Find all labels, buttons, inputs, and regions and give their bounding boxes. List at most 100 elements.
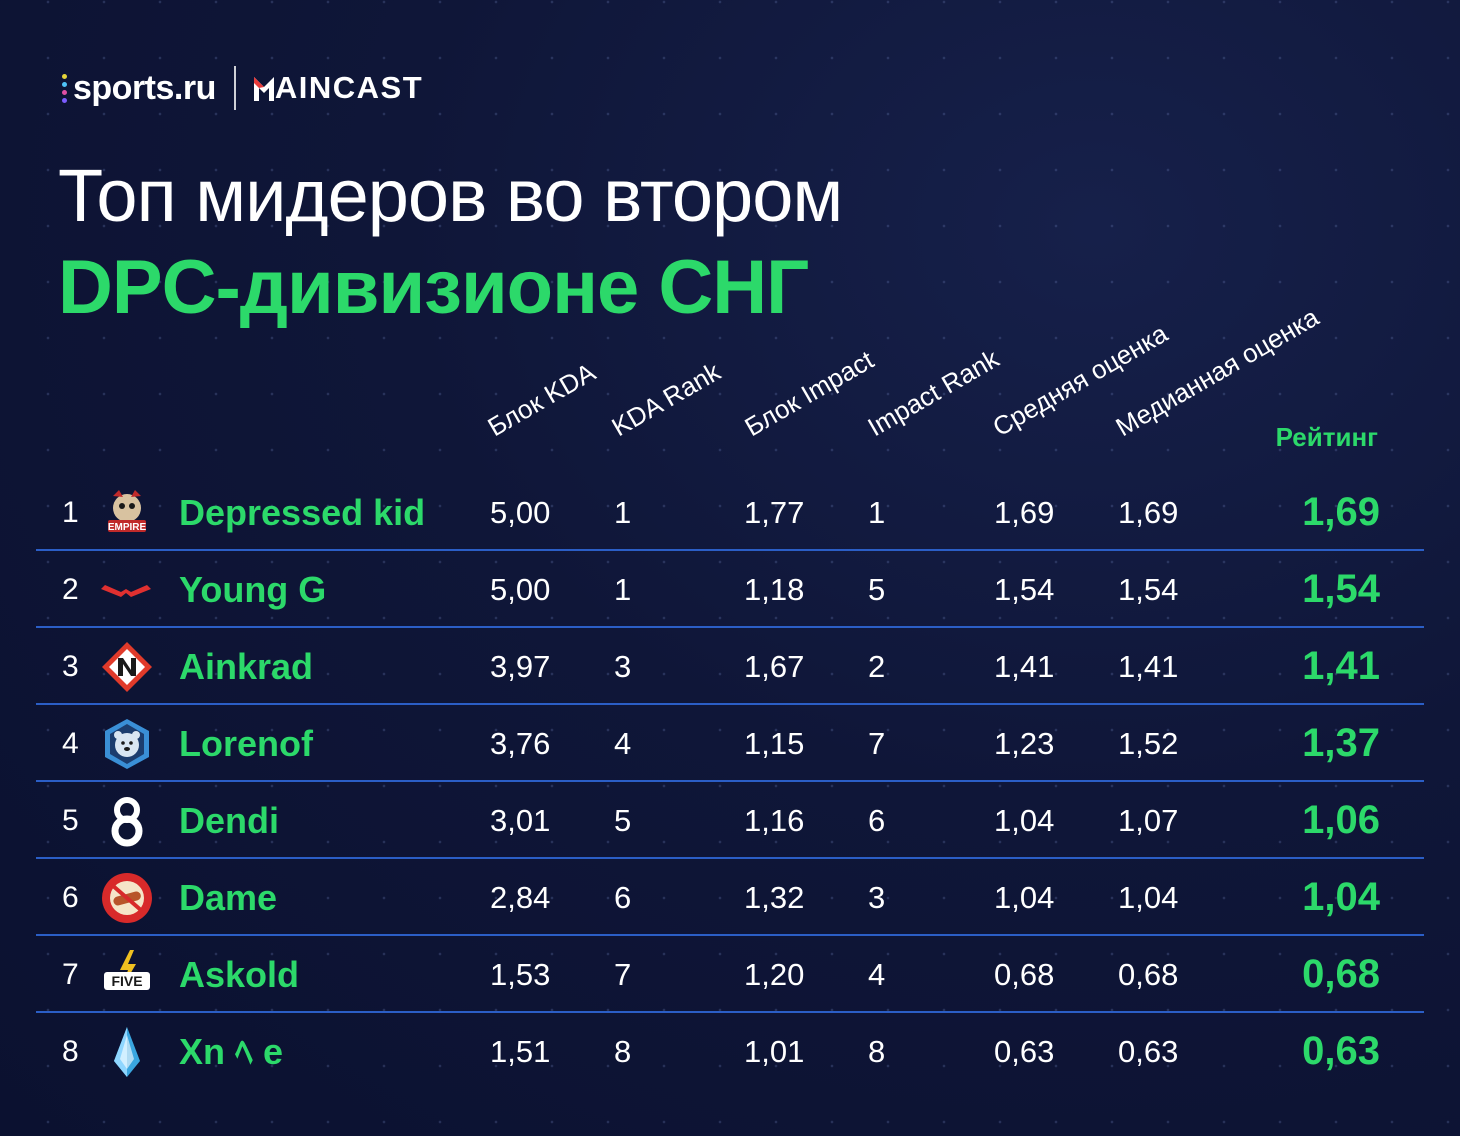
kda-rank-value: 1 — [614, 495, 632, 530]
average-score-value: 1,69 — [994, 495, 1055, 530]
table-row: 1 EMPIRE Depressed kid 5,00 1 1,77 1 1,6… — [36, 474, 1424, 551]
player-name: Askold — [179, 954, 300, 995]
crystal-logo-icon — [114, 1027, 140, 1077]
column-header-rating: Рейтинг — [1275, 422, 1378, 452]
table-row: 8 Xn ﾍ e 1,51 8 1,01 8 0,63 0,63 0,63 — [36, 1013, 1424, 1090]
impact-block-value: 1,15 — [744, 726, 805, 761]
average-score-value: 1,41 — [994, 649, 1055, 684]
average-score-value: 1,54 — [994, 572, 1055, 607]
rating-value: 1,06 — [1302, 798, 1380, 842]
nigma-logo-icon — [102, 642, 152, 692]
rating-value: 1,04 — [1302, 875, 1380, 919]
player-name: Depressed kid — [179, 492, 426, 533]
kda-block-value: 1,53 — [490, 957, 551, 992]
svg-text:EMPIRE: EMPIRE — [108, 522, 147, 533]
rating-value: 1,37 — [1302, 721, 1380, 765]
fantastic-five-logo-icon: FIVE — [104, 950, 150, 990]
impact-rank-value: 4 — [868, 957, 886, 992]
median-score-value: 1,41 — [1118, 649, 1179, 684]
kda-rank-value: 7 — [614, 957, 632, 992]
row-rank: 1 — [62, 496, 79, 529]
impact-block-value: 1,01 — [744, 1034, 805, 1069]
player-name: Dame — [179, 877, 278, 918]
page-title-line2: DPC-дивизионе СНГ — [58, 245, 809, 330]
svg-text:FIVE: FIVE — [111, 973, 142, 989]
kda-block-value: 3,97 — [490, 649, 551, 684]
average-score-value: 1,04 — [994, 803, 1055, 838]
column-header-impact-rank: Impact Rank — [862, 343, 1004, 443]
kda-rank-value: 3 — [614, 649, 632, 684]
maincast-logo-text: AINCAST — [274, 70, 424, 105]
average-score-value: 0,68 — [994, 957, 1055, 992]
kda-block-value: 3,01 — [490, 803, 551, 838]
table-row: 3 Ainkrad 3,97 3 1,67 2 1,41 1,41 1,41 — [36, 628, 1424, 705]
table-row: 7 FIVE Askold 1,53 7 1,20 4 0,68 0,68 0,… — [36, 936, 1424, 1013]
table-row: 5 Dendi 3,01 5 1,16 6 1,04 1,07 1,06 — [36, 782, 1424, 859]
kda-block-value: 3,76 — [490, 726, 551, 761]
median-score-value: 0,63 — [1118, 1034, 1179, 1069]
player-name: Young G — [179, 569, 327, 610]
page-title-line1: Топ мидеров во втором — [58, 154, 843, 237]
kda-block-value: 5,00 — [490, 572, 551, 607]
kda-block-value: 5,00 — [490, 495, 551, 530]
impact-rank-value: 6 — [868, 803, 886, 838]
impact-rank-value: 7 — [868, 726, 886, 761]
median-score-value: 1,54 — [1118, 572, 1179, 607]
row-rank: 2 — [62, 573, 79, 606]
brand-divider — [233, 66, 236, 110]
median-score-value: 1,04 — [1118, 880, 1179, 915]
median-score-value: 1,07 — [1118, 803, 1179, 838]
median-score-value: 0,68 — [1118, 957, 1179, 992]
median-score-value: 1,69 — [1118, 495, 1179, 530]
player-name: Dendi — [179, 800, 280, 841]
column-header-kda-block: Блок KDA — [482, 356, 601, 443]
impact-rank-value: 3 — [868, 880, 886, 915]
row-rank: 3 — [62, 650, 79, 683]
row-rank: 7 — [62, 958, 79, 991]
row-rank: 4 — [62, 727, 79, 760]
kda-rank-value: 6 — [614, 880, 632, 915]
average-score-value: 1,04 — [994, 880, 1055, 915]
impact-block-value: 1,18 — [744, 572, 805, 607]
player-name: Ainkrad — [179, 646, 314, 687]
average-score-value: 0,63 — [994, 1034, 1055, 1069]
impact-rank-value: 8 — [868, 1034, 886, 1069]
impact-rank-value: 5 — [868, 572, 886, 607]
rating-value: 1,41 — [1302, 644, 1380, 688]
rating-value: 0,68 — [1302, 952, 1380, 996]
row-rank: 5 — [62, 804, 79, 837]
kda-rank-value: 8 — [614, 1034, 632, 1069]
rating-value: 1,54 — [1302, 567, 1380, 611]
hotdog-logo-icon — [102, 873, 152, 923]
rating-value: 1,69 — [1302, 490, 1380, 534]
b8-logo-icon — [111, 797, 143, 847]
impact-block-value: 1,67 — [744, 649, 805, 684]
impact-rank-value: 1 — [868, 495, 886, 530]
table-row: 4 Lorenof 3,76 4 1,15 7 1,23 1,52 1,37 — [36, 705, 1424, 782]
brand-header: sports.ru AINCAST — [62, 66, 423, 110]
kda-block-value: 1,51 — [490, 1034, 551, 1069]
average-score-value: 1,23 — [994, 726, 1055, 761]
table-row: 2 Young G 5,00 1 1,18 5 1,54 1,54 1,54 — [36, 551, 1424, 628]
rating-value: 0,63 — [1302, 1029, 1380, 1073]
column-header-impact-block: Блок Impact — [739, 344, 879, 443]
impact-block-value: 1,20 — [744, 957, 805, 992]
maincast-m-icon — [253, 77, 274, 101]
player-name: Lorenof — [179, 723, 313, 764]
row-rank: 8 — [62, 1035, 79, 1068]
table-row: 6 Dame 2,84 6 1,32 3 1,04 1,04 1,04 — [36, 859, 1424, 936]
virtus-pro-logo-icon — [101, 585, 151, 597]
sports-logo-text: sports.ru — [73, 68, 216, 107]
impact-rank-value: 2 — [868, 649, 886, 684]
sports-logo-dots — [62, 73, 67, 103]
kda-rank-value: 1 — [614, 572, 632, 607]
empire-logo-icon: EMPIRE — [108, 490, 147, 533]
impact-block-value: 1,32 — [744, 880, 805, 915]
kda-block-value: 2,84 — [490, 880, 551, 915]
median-score-value: 1,52 — [1118, 726, 1179, 761]
player-name: Xn ﾍ e — [179, 1031, 284, 1072]
row-rank: 6 — [62, 881, 79, 914]
kda-rank-value: 5 — [614, 803, 632, 838]
impact-block-value: 1,16 — [744, 803, 805, 838]
winstrike-bear-logo-icon — [105, 719, 149, 769]
